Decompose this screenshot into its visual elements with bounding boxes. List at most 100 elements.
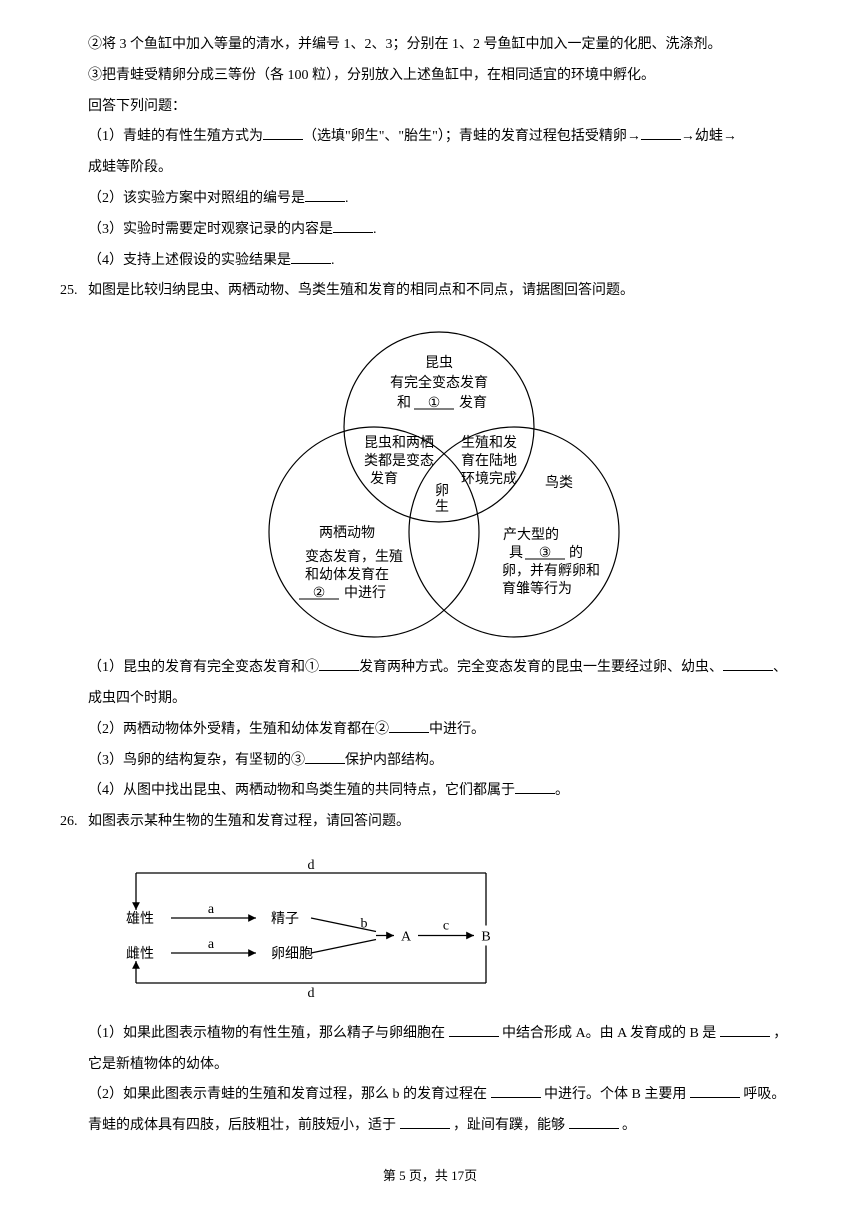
svg-text:雌性: 雌性	[126, 946, 154, 962]
page-footer: 第 5 页，共 17页	[60, 1162, 800, 1191]
svg-text:a: a	[208, 937, 215, 952]
svg-text:育在陆地: 育在陆地	[461, 453, 517, 469]
svg-text:②: ②	[313, 586, 326, 601]
q24-p1c: →幼蛙→	[681, 129, 737, 144]
q26-p1: （1）如果此图表示植物的有性生殖，那么精子与卵细胞在 中结合形成 A。由 A 发…	[88, 1019, 800, 1050]
q25-p1d: 成虫四个时期。	[88, 684, 800, 715]
svg-text:c: c	[443, 918, 449, 933]
dot: .	[331, 253, 335, 268]
blank	[305, 188, 345, 202]
q24-step3: ③把青蛙受精卵分成三等份（各 100 粒），分别放入上述鱼缸中，在相同适宜的环境…	[60, 61, 800, 92]
q25-p4a: （4）从图中找出昆虫、两栖动物和鸟类生殖的共同特点，它们都属于	[88, 783, 515, 798]
q25-p3b: 保护内部结构。	[345, 753, 443, 768]
q25-p1: （1）昆虫的发育有完全变态发育和① 发育两种方式。完全变态发育的昆虫一生要经过卵、…	[88, 653, 800, 684]
svg-text:d: d	[308, 986, 315, 998]
blank	[491, 1084, 541, 1098]
q25-p4: （4）从图中找出昆虫、两栖动物和鸟类生殖的共同特点，它们都属于 。	[88, 776, 800, 807]
q26-p2d: 青蛙的成体具有四肢，后肢粗壮，前肢短小，适于	[88, 1118, 396, 1133]
flow-svg: 雄性雌性 精子卵细胞 A Ba a b c d d	[116, 848, 536, 998]
svg-text:昆虫: 昆虫	[425, 355, 453, 371]
q26-num: 26.	[60, 807, 88, 838]
q26-p2-line2: 青蛙的成体具有四肢，后肢粗壮，前肢短小，适于 ，趾间有蹼，能够 。	[88, 1111, 800, 1142]
blank	[263, 126, 303, 140]
blank	[333, 219, 373, 233]
svg-text:B: B	[481, 929, 490, 944]
svg-text:①: ①	[428, 396, 441, 411]
q26-p1d: 它是新植物体的幼体。	[88, 1050, 800, 1081]
q24-continued: ②将 3 个鱼缸中加入等量的清水，并编号 1、2、3；分别在 1、2 号鱼缸中加…	[60, 30, 800, 276]
q24-p1d: 成蛙等阶段。	[60, 153, 800, 184]
q24-p1b: （选填"卵生"、"胎生"）；青蛙的发育过程包括受精卵→	[303, 129, 641, 144]
svg-text:卵: 卵	[435, 483, 449, 499]
svg-text:有完全变态发育: 有完全变态发育	[390, 374, 488, 391]
q25-p2b: 中进行。	[429, 722, 485, 737]
svg-text:a: a	[208, 902, 215, 917]
q24-p2a: （2）该实验方案中对照组的编号是	[88, 191, 305, 206]
svg-text:育雏等行为: 育雏等行为	[502, 580, 572, 597]
svg-text:和幼体发育在: 和幼体发育在	[305, 567, 389, 583]
svg-text:鸟类: 鸟类	[545, 475, 573, 491]
q26-p2c: 呼吸。	[743, 1087, 785, 1102]
q25-num: 25.	[60, 276, 88, 307]
q26-p1b: 中结合形成 A。由 A 发育成的 B 是	[502, 1026, 716, 1041]
dot: .	[373, 222, 377, 237]
q26-p2b: 中进行。个体 B 主要用	[544, 1087, 686, 1102]
q24-answer-head: 回答下列问题：	[60, 92, 800, 123]
q26-p2: （2）如果此图表示青蛙的生殖和发育过程，那么 b 的发育过程在 中进行。个体 B…	[88, 1080, 800, 1111]
blank	[569, 1115, 619, 1129]
q25: 25. 如图是比较归纳昆虫、两栖动物、鸟类生殖和发育的相同点和不同点，请据图回答…	[60, 276, 800, 807]
svg-text:两栖动物: 两栖动物	[319, 525, 375, 541]
q25-p1b: 发育两种方式。完全变态发育的昆虫一生要经过卵、幼虫、	[359, 660, 723, 675]
q25-p2: （2）两栖动物体外受精，生殖和幼体发育都在②中进行。	[88, 715, 800, 746]
q26-p1c: ，	[773, 1026, 787, 1041]
q25-p4b: 。	[555, 783, 569, 798]
blank	[319, 657, 359, 671]
blank	[720, 1023, 770, 1037]
q26-p1a: （1）如果此图表示植物的有性生殖，那么精子与卵细胞在	[88, 1026, 445, 1041]
blank	[449, 1023, 499, 1037]
q24-p3a: （3）实验时需要定时观察记录的内容是	[88, 222, 333, 237]
svg-text:A: A	[401, 929, 412, 944]
svg-text:产大型的: 产大型的	[503, 527, 559, 543]
q25-p1a: （1）昆虫的发育有完全变态发育和①	[88, 660, 319, 675]
svg-text:生: 生	[435, 499, 449, 515]
q26-p2e: ，趾间有蹼，能够	[453, 1118, 565, 1133]
q26-p2f: 。	[622, 1118, 636, 1133]
q26-p2a: （2）如果此图表示青蛙的生殖和发育过程，那么 b 的发育过程在	[88, 1087, 487, 1102]
svg-text:发育: 发育	[459, 395, 487, 411]
svg-text:具: 具	[509, 546, 523, 561]
svg-text:精子: 精子	[271, 911, 299, 927]
svg-text:生殖和发: 生殖和发	[461, 434, 517, 451]
q24-p4: （4）支持上述假设的实验结果是.	[60, 246, 800, 277]
blank	[690, 1084, 740, 1098]
svg-text:的: 的	[569, 545, 583, 561]
q24-p2: （2）该实验方案中对照组的编号是.	[60, 184, 800, 215]
svg-text:昆虫和两栖: 昆虫和两栖	[364, 435, 434, 451]
blank	[389, 719, 429, 733]
svg-text:卵细胞: 卵细胞	[271, 946, 313, 962]
venn-diagram: 昆虫有完全变态发育和①发育昆虫和两栖类都是变态发育生殖和发育在陆地环境完成卵生鸟…	[88, 317, 800, 647]
svg-text:变态发育，生殖: 变态发育，生殖	[305, 548, 403, 565]
blank	[305, 750, 345, 764]
q25-p1c: 、	[773, 660, 787, 675]
flow-diagram: 雄性雌性 精子卵细胞 A Ba a b c d d	[116, 848, 800, 1011]
svg-text:环境完成: 环境完成	[461, 471, 517, 487]
svg-text:发育: 发育	[370, 471, 398, 487]
q25-intro: 如图是比较归纳昆虫、两栖动物、鸟类生殖和发育的相同点和不同点，请据图回答问题。	[88, 276, 800, 307]
q25-p3: （3）鸟卵的结构复杂，有坚韧的③ 保护内部结构。	[88, 746, 800, 777]
q24-p4a: （4）支持上述假设的实验结果是	[88, 253, 291, 268]
dot: .	[345, 191, 349, 206]
q24-p3: （3）实验时需要定时观察记录的内容是.	[60, 215, 800, 246]
q26-intro: 如图表示某种生物的生殖和发育过程，请回答问题。	[88, 807, 800, 838]
svg-text:卵，并有孵卵和: 卵，并有孵卵和	[502, 563, 600, 579]
q24-p1a: （1）青蛙的有性生殖方式为	[88, 129, 263, 144]
venn-svg: 昆虫有完全变态发育和①发育昆虫和两栖类都是变态发育生殖和发育在陆地环境完成卵生鸟…	[239, 317, 649, 647]
svg-text:d: d	[308, 858, 315, 873]
blank	[515, 780, 555, 794]
svg-text:雄性: 雄性	[126, 911, 154, 927]
svg-text:类都是变态: 类都是变态	[364, 453, 434, 469]
svg-text:③: ③	[539, 546, 552, 561]
svg-text:b: b	[361, 916, 368, 931]
q25-p3a: （3）鸟卵的结构复杂，有坚韧的③	[88, 753, 305, 768]
blank	[641, 126, 681, 140]
